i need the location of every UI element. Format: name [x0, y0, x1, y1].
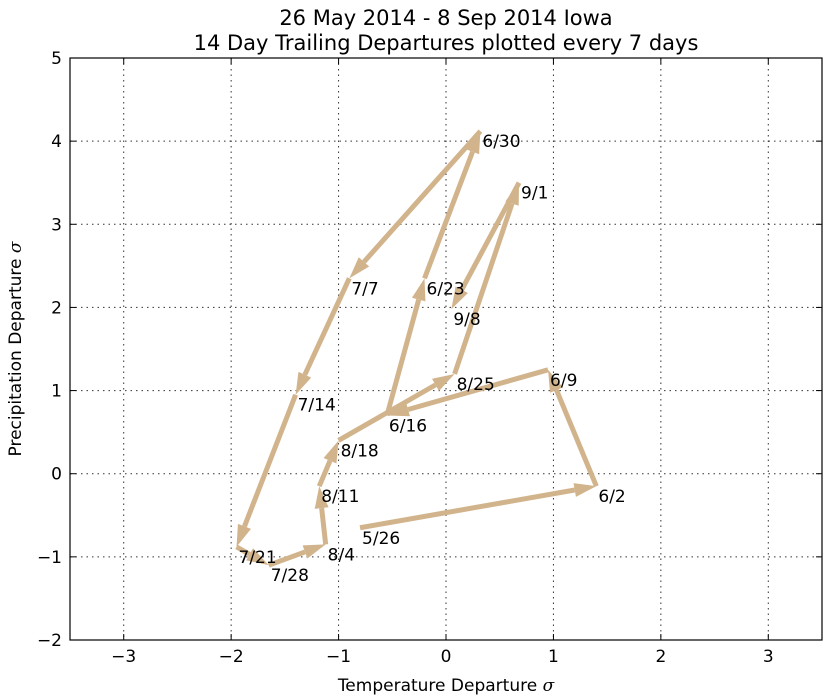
arrow-shaft — [452, 202, 515, 375]
point-label: 7/14 — [298, 396, 336, 416]
arrow-shaft — [302, 277, 352, 376]
trajectory-arrow — [349, 129, 483, 279]
x-tick-label: −1 — [326, 647, 351, 667]
arrow-head — [349, 257, 370, 279]
x-tick-label: −3 — [111, 647, 136, 667]
arrow-shaft — [384, 298, 422, 417]
arrow-head — [451, 286, 468, 310]
trajectory-arrow — [316, 440, 339, 488]
point-label: 8/25 — [457, 375, 495, 395]
point-label: 7/28 — [271, 566, 309, 586]
arrow-shaft — [459, 181, 522, 291]
point-label: 6/23 — [427, 279, 465, 299]
trajectory-arrow — [548, 369, 599, 488]
arrow-head — [411, 278, 426, 302]
point-label: 6/16 — [389, 417, 427, 437]
arrow-head — [573, 483, 597, 497]
point-label: 6/2 — [598, 487, 625, 507]
x-tick-label: −2 — [219, 647, 244, 667]
trajectory — [235, 129, 599, 568]
point-label: 8/4 — [328, 545, 355, 565]
arrow-shaft — [267, 549, 306, 568]
trajectory-arrow — [295, 277, 352, 395]
arrow-shaft — [319, 507, 329, 545]
trajectory-arrow — [386, 367, 549, 417]
arrow-shaft — [422, 150, 475, 280]
arrow-shaft — [407, 367, 549, 412]
y-tick-label: 3 — [51, 215, 62, 235]
arrow-head — [314, 486, 329, 509]
arrow-shaft — [554, 389, 599, 488]
point-label: 7/21 — [239, 548, 277, 568]
point-label: 8/18 — [341, 441, 379, 461]
arrow-head — [323, 440, 339, 464]
point-label: 5/26 — [362, 529, 400, 549]
chart-subtitle: 14 Day Trailing Departures plotted every… — [194, 31, 699, 55]
arrow-shaft — [337, 382, 437, 443]
ticks: −3 −2 −1 0 1 2 3 −2 −1 0 1 2 3 4 5 — [37, 49, 822, 667]
y-tick-label: 4 — [51, 132, 62, 152]
arrow-shaft — [359, 487, 576, 531]
point-label: 6/30 — [482, 132, 520, 152]
point-label: 7/7 — [351, 279, 378, 299]
trajectory-arrow — [452, 182, 520, 375]
trajectory-arrow — [236, 393, 298, 547]
point-label: 8/11 — [321, 487, 359, 507]
trajectory-arrow — [451, 181, 522, 310]
arrow-head — [432, 373, 455, 391]
y-tick-label: 2 — [51, 298, 62, 318]
arrow-head — [548, 369, 563, 393]
point-label: 6/9 — [550, 371, 577, 391]
arrow-head — [386, 402, 410, 417]
y-tick-label: 5 — [51, 49, 62, 69]
trajectory-arrow — [384, 278, 426, 417]
point-label: 9/8 — [453, 310, 480, 330]
y-tick-label: 0 — [51, 465, 62, 485]
grid — [70, 58, 822, 640]
arrow-shaft — [235, 544, 251, 557]
trajectory-arrow — [422, 131, 481, 280]
arrow-head — [246, 548, 269, 566]
point-label: 9/1 — [521, 184, 548, 204]
arrow-head — [302, 544, 326, 559]
x-tick-label: 3 — [763, 647, 774, 667]
arrow-shaft — [362, 129, 483, 264]
chart-title: 26 May 2014 - 8 Sep 2014 Iowa — [279, 6, 612, 30]
arrow-shaft — [316, 459, 333, 488]
y-axis-label: Precipitation Departure σ — [6, 241, 26, 456]
trajectory-arrow — [314, 486, 329, 545]
x-tick-label: 0 — [441, 647, 452, 667]
arrow-head — [236, 523, 252, 547]
trajectory-arrow — [337, 373, 455, 443]
y-tick-label: −1 — [37, 548, 62, 568]
point-labels: 5/26 6/2 6/9 6/16 6/23 6/30 7/7 7/14 7/217/28 8/4… — [239, 132, 626, 586]
arrow-head — [295, 371, 312, 395]
x-tick-label: 2 — [655, 647, 666, 667]
x-axis-label: Temperature Departure σ — [337, 676, 555, 696]
x-tick-label: 1 — [548, 647, 559, 667]
trajectory-arrow — [235, 544, 269, 566]
trajectory-arrow — [267, 544, 326, 568]
trajectory-arrow — [359, 483, 597, 531]
arrow-shaft — [242, 393, 298, 528]
plot-frame — [69, 57, 823, 641]
y-tick-label: 1 — [51, 382, 62, 402]
y-tick-label: −2 — [37, 631, 62, 651]
